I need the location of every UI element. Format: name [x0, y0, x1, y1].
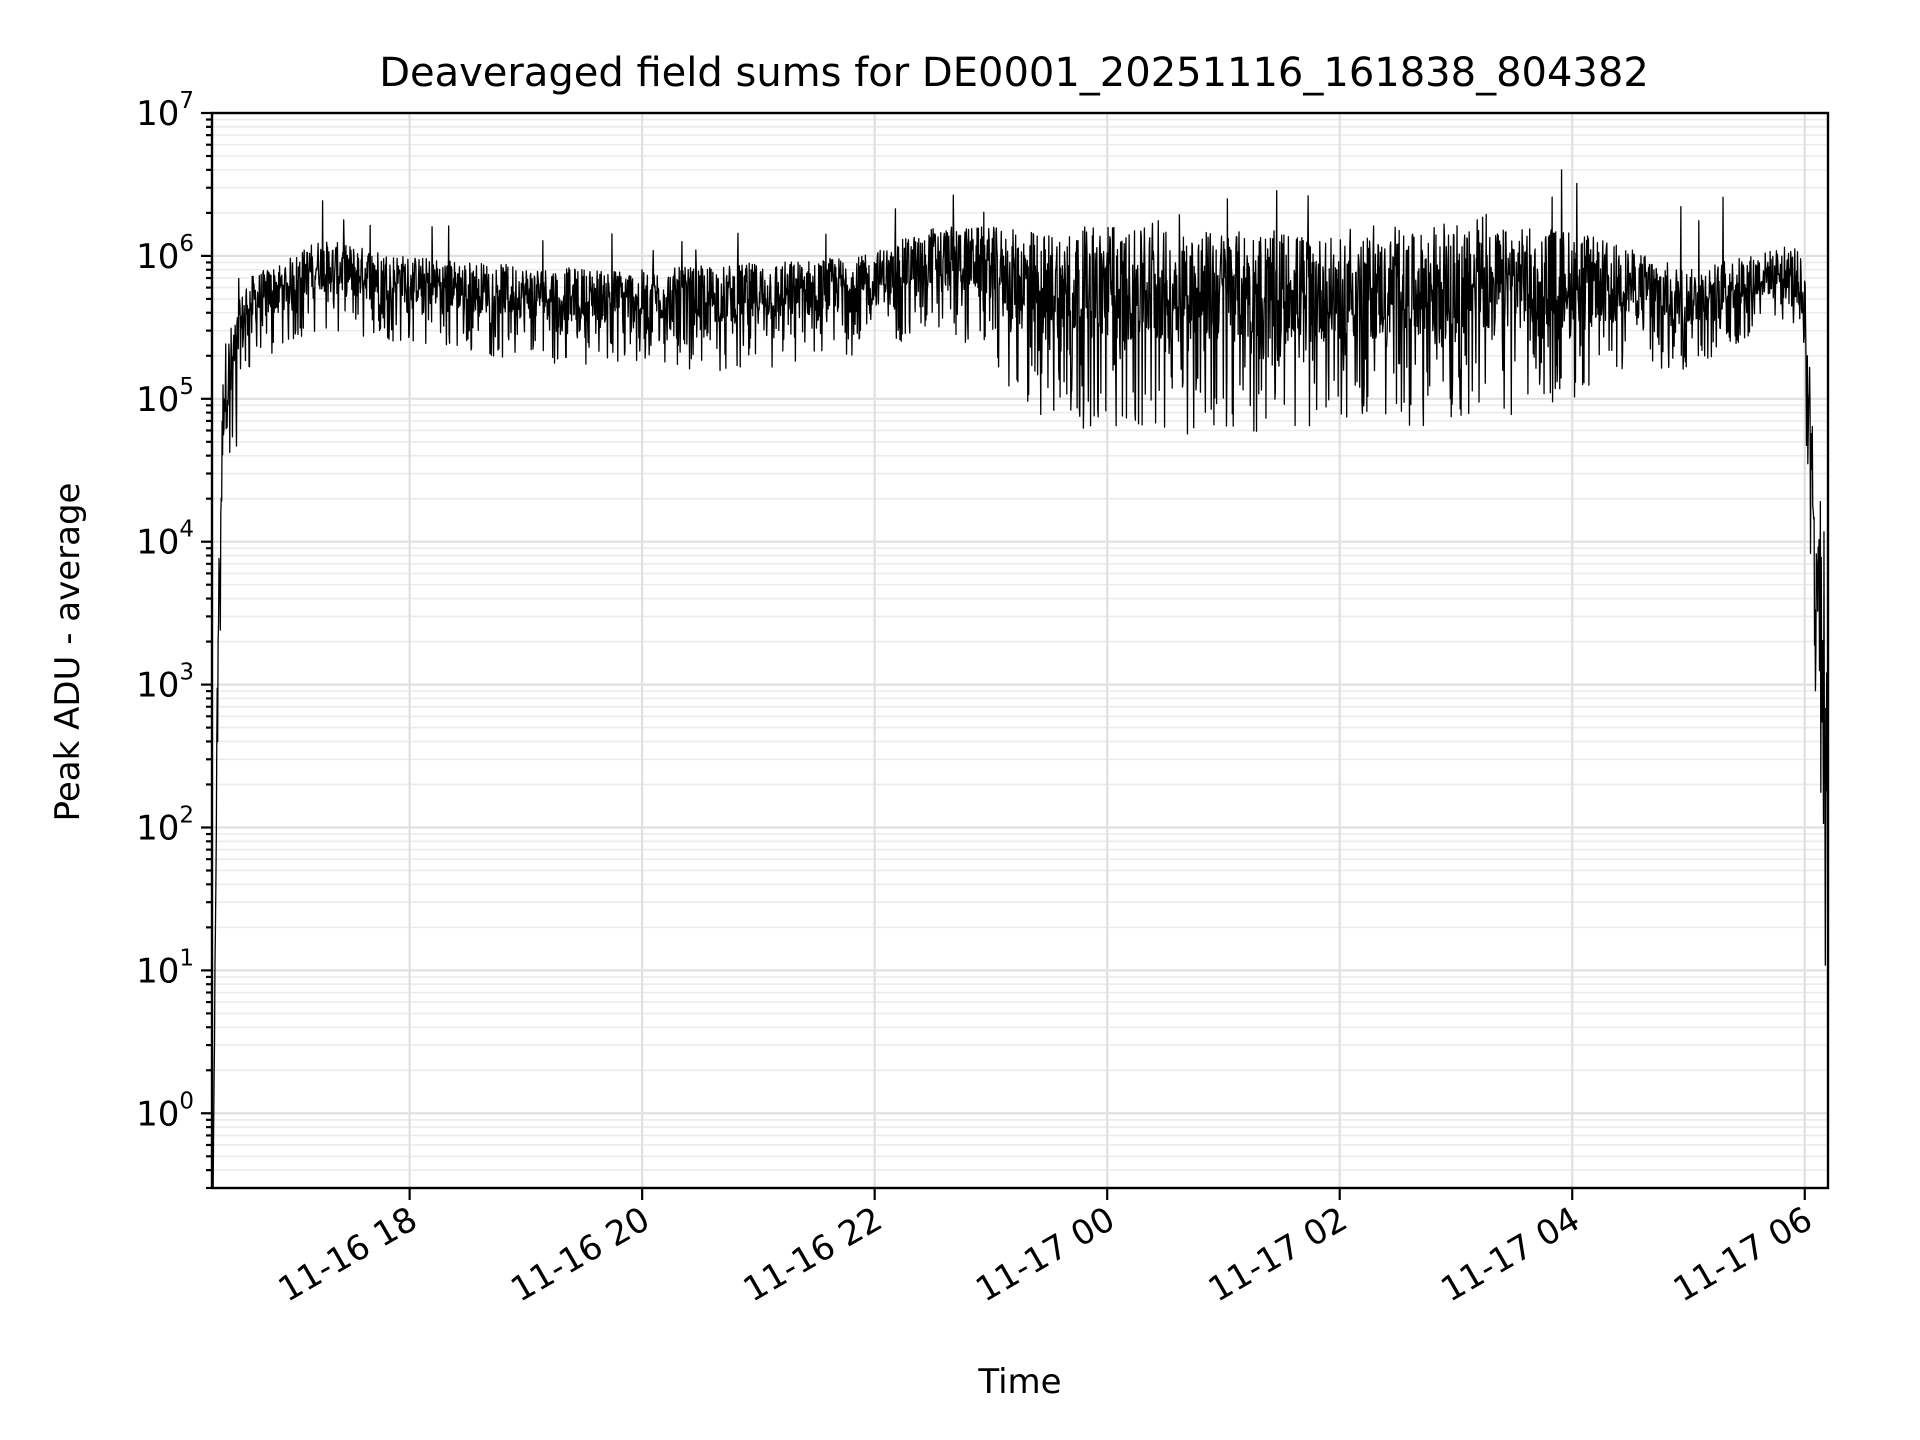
grid: [212, 111, 1828, 1189]
y-tick-label: 100: [136, 1088, 194, 1134]
plot-frame: [210, 111, 1830, 1190]
y-tick-label: 107: [136, 88, 194, 134]
series-line: [212, 169, 1829, 1189]
y-tick-label: 104: [136, 517, 194, 563]
x-axis-label: Time: [977, 1362, 1061, 1402]
chart-title: Deaveraged field sums for DE0001_2025111…: [379, 50, 1649, 96]
series-layer: [212, 169, 1829, 1189]
y-axis: 100 101 102 103 104 105 106 107: [136, 88, 212, 1190]
y-tick-label: 101: [136, 945, 194, 991]
y-tick-label: 103: [136, 660, 194, 706]
y-axis-label: Peak ADU - average: [48, 483, 88, 822]
y-tick-label: 102: [136, 802, 194, 848]
y-tick-label: 106: [136, 231, 194, 277]
y-tick-label: 105: [136, 374, 194, 420]
